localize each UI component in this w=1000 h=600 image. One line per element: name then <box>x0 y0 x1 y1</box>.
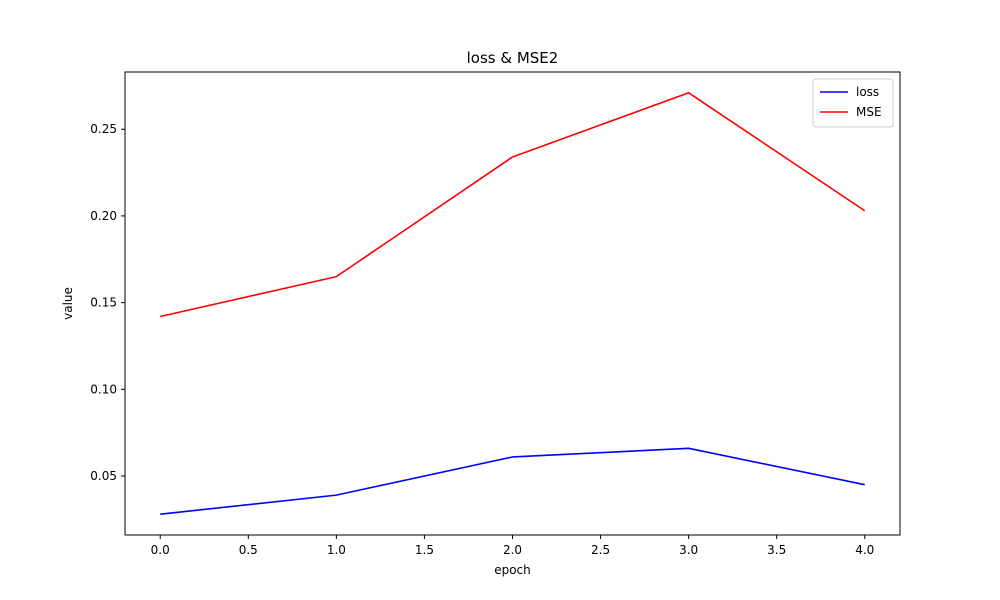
plot-border <box>124 71 901 536</box>
legend-box <box>812 78 894 128</box>
x-tick-label: 1.0 <box>327 543 346 557</box>
y-tick-label: 0.05 <box>90 469 117 483</box>
y-tick-label: 0.15 <box>90 296 117 310</box>
x-tick-label: 3.5 <box>767 543 786 557</box>
x-tick-label: 0.0 <box>151 543 170 557</box>
y-tick-label: 0.10 <box>90 382 117 396</box>
chart-title: loss & MSE2 <box>467 49 559 67</box>
series-line-loss <box>160 447 865 515</box>
x-tick-label: 2.5 <box>591 543 610 557</box>
y-axis-ticks: 0.05 0.10 0.15 0.20 0.25 <box>90 122 125 483</box>
series-layer <box>160 92 866 515</box>
y-tick-label: 0.25 <box>90 122 117 136</box>
series-line-mse <box>160 92 866 318</box>
x-tick-label: 0.5 <box>239 543 258 557</box>
x-tick-label: 2.0 <box>503 543 522 557</box>
legend: loss MSE <box>812 78 894 128</box>
x-axis-title: epoch <box>494 563 531 577</box>
legend-label-loss: loss <box>856 85 879 99</box>
y-tick-label: 0.20 <box>90 209 117 223</box>
x-tick-label: 3.0 <box>679 543 698 557</box>
y-axis-title: value <box>61 287 75 320</box>
x-tick-label: 4.0 <box>855 543 874 557</box>
legend-label-mse: MSE <box>856 105 882 119</box>
plot-frame <box>124 71 901 536</box>
x-axis-ticks: 0.0 0.5 1.0 1.5 2.0 2.5 3.0 3.5 4.0 <box>151 535 874 557</box>
x-tick-label: 1.5 <box>415 543 434 557</box>
